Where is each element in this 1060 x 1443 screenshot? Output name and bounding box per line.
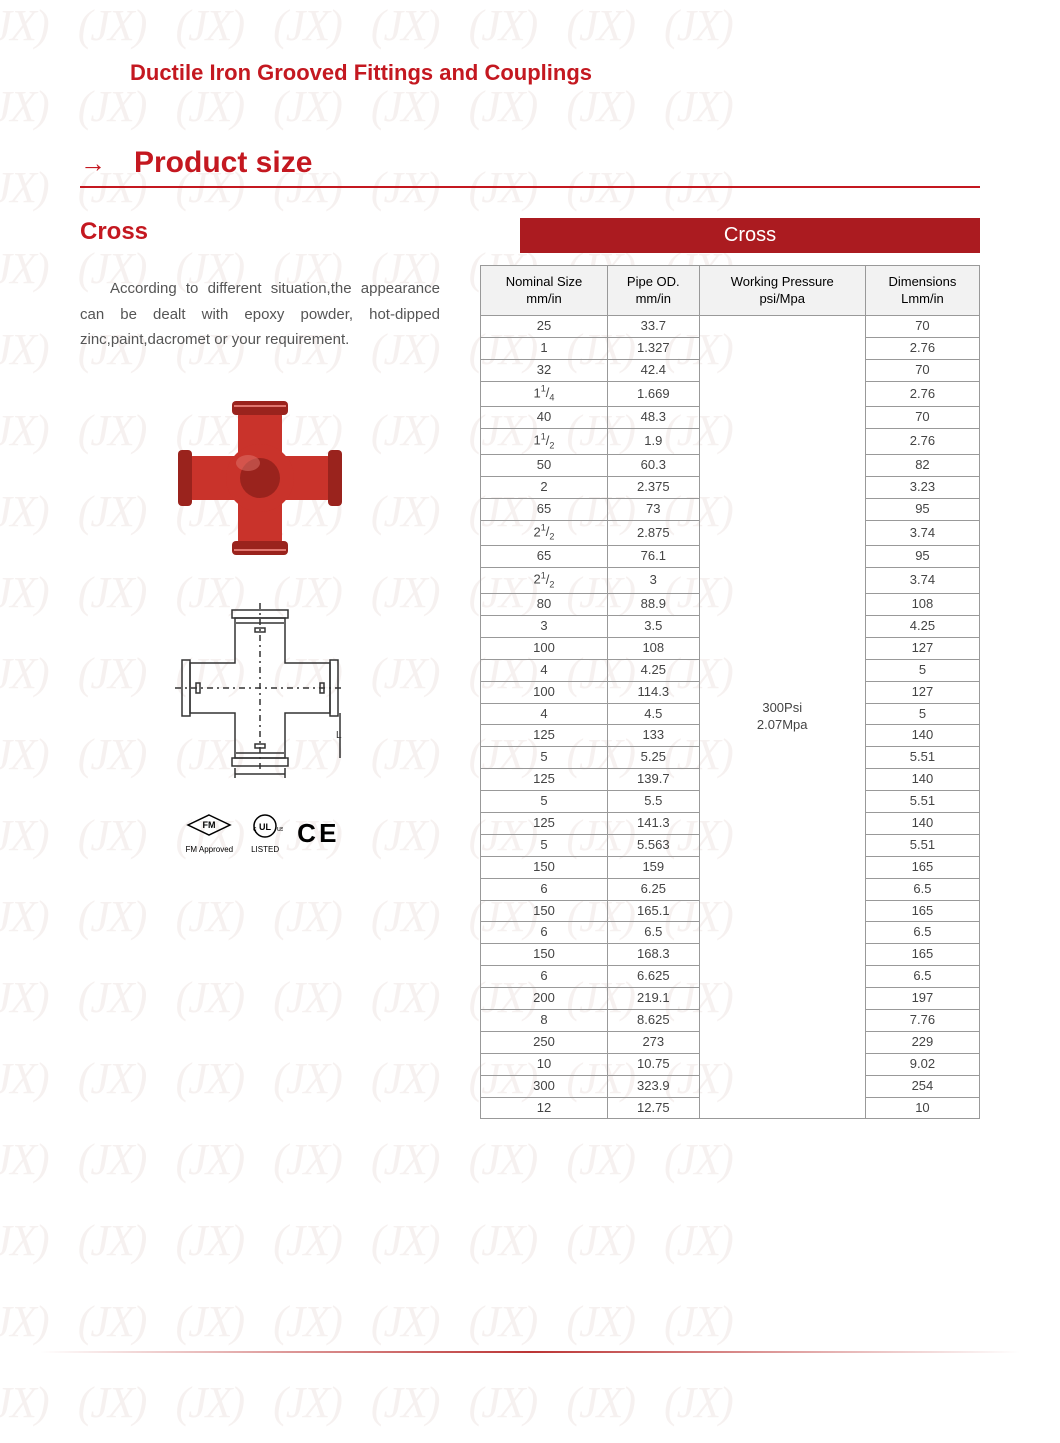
table-header: Working Pressurepsi/Mpa [699, 266, 865, 316]
product-photo [80, 393, 440, 568]
section-header: → Product size [80, 146, 980, 188]
ce-badge: C E [297, 820, 334, 846]
certifications: FM FM Approved ULcus LISTED C E [80, 813, 440, 854]
svg-text:us: us [277, 826, 283, 833]
ul-badge: ULcus LISTED [247, 813, 283, 854]
fm-badge: FM FM Approved [186, 813, 234, 854]
technical-diagram: L [80, 598, 440, 783]
table-header: Pipe OD.mm/in [607, 266, 699, 316]
svg-text:L: L [336, 730, 342, 741]
svg-text:FM: FM [203, 820, 216, 830]
table-header: DimensionsLmm/in [865, 266, 979, 316]
spec-table: Nominal Sizemm/inPipe OD.mm/inWorking Pr… [480, 265, 980, 1119]
section-title: Product size [134, 146, 312, 180]
arrow-icon: → [80, 148, 106, 179]
table-header: Nominal Sizemm/in [481, 266, 608, 316]
bottom-divider [40, 1351, 1020, 1353]
svg-text:c: c [253, 826, 257, 833]
table-row: 2533.7300Psi2.07Mpa70 [481, 316, 980, 338]
svg-text:UL: UL [259, 822, 271, 832]
table-banner: Cross [520, 218, 980, 253]
subtitle: Cross [80, 218, 440, 246]
pressure-cell: 300Psi2.07Mpa [699, 316, 865, 1119]
doc-title: Ductile Iron Grooved Fittings and Coupli… [130, 60, 980, 86]
description: According to different situation,the app… [80, 276, 440, 353]
